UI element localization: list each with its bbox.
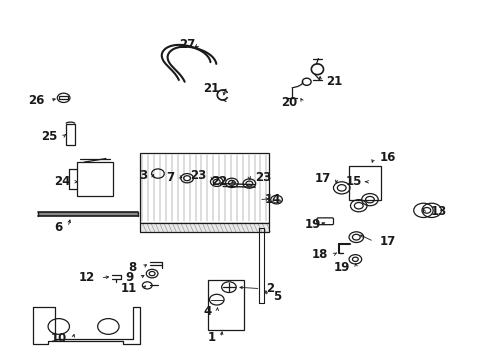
Text: 19: 19 [333,261,350,274]
Bar [77,162,113,196]
Text: 12: 12 [79,271,95,284]
Text: 17: 17 [379,235,395,248]
Text: 25: 25 [41,130,57,143]
Text: 1: 1 [207,332,215,345]
Text: 3: 3 [139,169,147,182]
Bar [38,212,137,216]
Text: 18: 18 [311,248,327,261]
Text: 22: 22 [211,175,227,188]
Text: 8: 8 [128,261,136,274]
Text: 23: 23 [190,169,206,182]
Text: 15: 15 [345,175,362,188]
Text: 5: 5 [272,290,281,303]
Text: 7: 7 [166,171,174,184]
Text: 26: 26 [28,94,44,107]
Text: 6: 6 [54,221,62,234]
Bar [66,123,75,145]
Text: 10: 10 [51,332,67,345]
Text: 17: 17 [314,172,330,185]
Text: 27: 27 [178,39,195,51]
Text: 16: 16 [379,151,395,164]
Text: 20: 20 [280,96,296,109]
Bar [140,153,268,223]
Text: 21: 21 [203,82,219,95]
Text: 2: 2 [266,282,274,295]
Text: 13: 13 [429,205,446,218]
Text: 23: 23 [255,171,271,184]
Text: 21: 21 [325,75,342,88]
Text: 19: 19 [305,218,321,231]
Bar [348,166,380,200]
Text: 11: 11 [120,282,136,295]
Text: 9: 9 [125,271,133,284]
Bar [140,223,268,232]
FancyBboxPatch shape [316,218,333,225]
Bar [207,280,244,330]
Text: 24: 24 [54,175,70,188]
Bar [59,96,68,99]
Text: 4: 4 [203,305,211,318]
Text: 14: 14 [264,193,281,206]
